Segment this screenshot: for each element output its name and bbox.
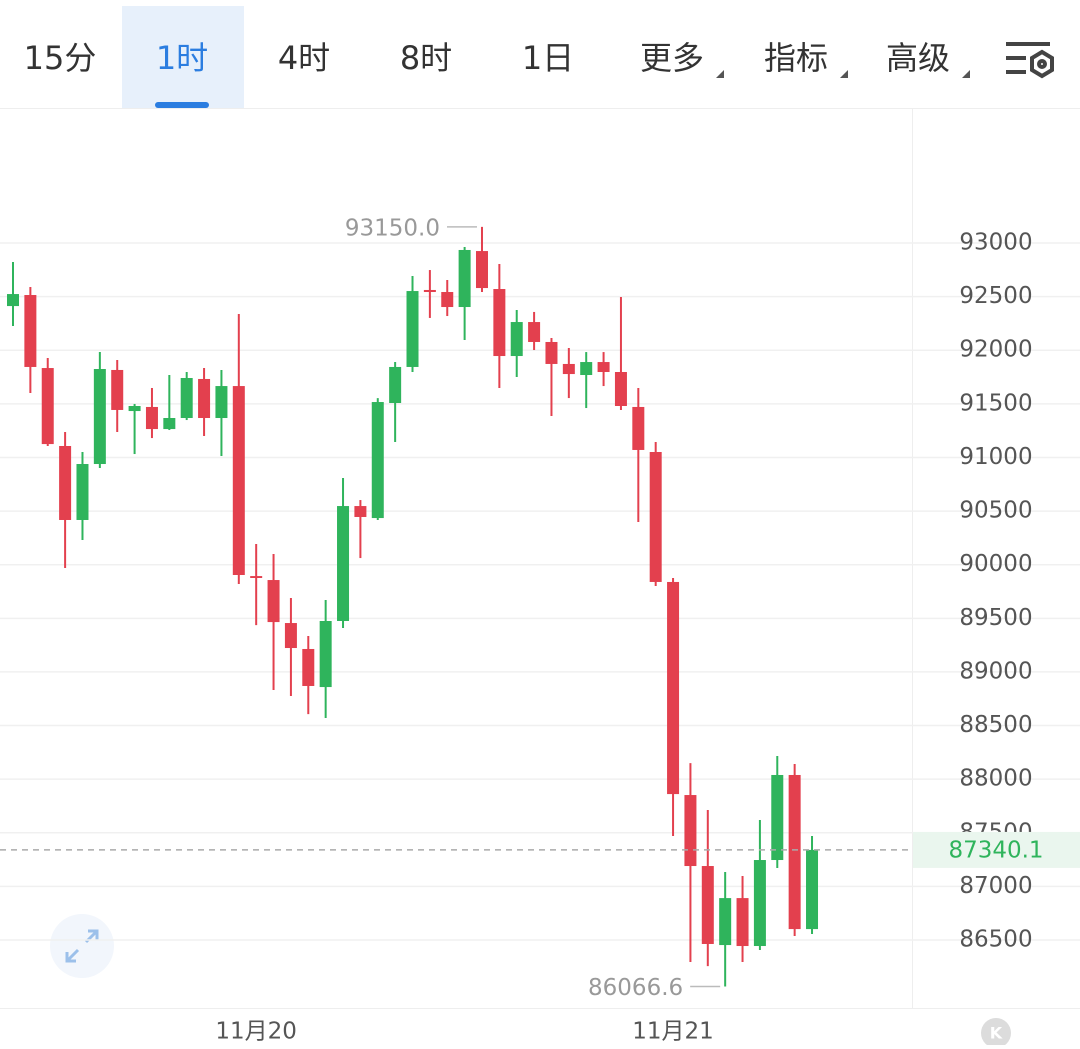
y-tick-label: 87000 xyxy=(959,873,1032,899)
settings-icon[interactable] xyxy=(1006,42,1054,79)
y-tick-label: 88500 xyxy=(959,712,1032,738)
tab-bar: 15分 1时 4时 8时 1日 更多 指标 高级 xyxy=(24,6,970,108)
candle-body xyxy=(180,378,193,419)
tab-label: 1时 xyxy=(156,39,208,77)
candle-body xyxy=(545,341,558,364)
tab-label: 高级 xyxy=(886,39,950,77)
candle-body xyxy=(632,406,645,450)
corner-badge[interactable]: K xyxy=(981,1018,1011,1048)
candle-body xyxy=(684,795,697,867)
tab[interactable]: 4时 xyxy=(278,39,330,77)
candle-body xyxy=(24,295,37,367)
candle-body xyxy=(250,576,263,578)
dropdown-caret xyxy=(840,70,848,78)
last-price-bg xyxy=(913,831,1080,868)
candle-body xyxy=(41,368,54,445)
tab[interactable]: 高级 xyxy=(886,39,970,78)
candle-body xyxy=(423,289,436,293)
candle-body xyxy=(719,898,732,946)
tab[interactable]: 1日 xyxy=(522,39,574,77)
candle-body xyxy=(528,322,541,342)
extreme-marker-label: 86066.6 xyxy=(588,975,683,1001)
candle-body xyxy=(163,418,176,430)
candle-body xyxy=(232,386,245,575)
tab-selected-bg xyxy=(122,6,244,108)
candle-body xyxy=(510,322,523,357)
candle-body xyxy=(59,445,72,520)
candle-body xyxy=(371,402,384,519)
candle-body xyxy=(284,623,297,649)
candle-body xyxy=(753,860,766,947)
candle-body xyxy=(562,363,575,375)
candle-body xyxy=(475,251,488,289)
corner-badge-text: K xyxy=(990,1024,1003,1043)
candle-body xyxy=(111,369,124,410)
y-tick-label: 89000 xyxy=(959,658,1032,684)
candle-body xyxy=(597,362,610,373)
tab-indicator xyxy=(155,102,209,108)
x-tick-label: 11月20 xyxy=(215,1019,297,1045)
tab-label: 4时 xyxy=(278,39,330,77)
y-tick-label: 93000 xyxy=(959,230,1032,256)
expand-icon[interactable] xyxy=(50,914,114,978)
candle-body xyxy=(771,774,784,861)
tab[interactable]: 15分 xyxy=(24,39,97,77)
candle-body xyxy=(354,506,367,517)
candle-body xyxy=(580,362,593,376)
y-tick-label: 86500 xyxy=(959,927,1032,953)
y-tick-label: 90000 xyxy=(959,551,1032,577)
candle-body xyxy=(128,405,141,412)
candle-body xyxy=(7,294,19,307)
candle-body xyxy=(267,580,280,623)
candle-body xyxy=(406,291,419,367)
y-tick-label: 91500 xyxy=(959,390,1032,416)
dropdown-caret xyxy=(962,70,970,78)
candle-body xyxy=(93,369,106,465)
tab[interactable]: 8时 xyxy=(400,39,452,77)
candle-body xyxy=(649,452,662,582)
tab[interactable]: 指标 xyxy=(764,39,848,78)
dropdown-caret xyxy=(716,70,724,78)
y-tick-label: 92000 xyxy=(959,337,1032,363)
tab-label: 1日 xyxy=(522,39,574,77)
y-tick-label: 90500 xyxy=(959,498,1032,524)
candle-body xyxy=(614,372,627,406)
last-price-label: 87340.1 xyxy=(948,837,1043,863)
tab-label: 8时 xyxy=(400,39,452,77)
candle-body xyxy=(198,378,211,419)
candle-body xyxy=(458,249,471,308)
tab-label: 更多 xyxy=(640,39,704,77)
candle-body xyxy=(337,506,350,621)
candle-body xyxy=(389,366,402,403)
y-tick-label: 89500 xyxy=(959,605,1032,631)
candle-body xyxy=(441,292,454,308)
candle-body xyxy=(806,849,819,930)
candle-body xyxy=(736,898,749,947)
y-tick-label: 92500 xyxy=(959,283,1032,309)
extreme-marker-label: 93150.0 xyxy=(345,215,440,241)
tab-label: 15分 xyxy=(24,39,97,77)
candle-body xyxy=(76,464,89,520)
y-tick-label: 88000 xyxy=(959,766,1032,792)
x-tick-label: 11月21 xyxy=(632,1019,714,1045)
plot: 8650087000875008800088500890008950090000… xyxy=(0,215,1080,1045)
candle-body xyxy=(302,648,315,686)
candle-body xyxy=(493,289,506,357)
tab[interactable]: 1时 xyxy=(156,39,208,77)
candle-body xyxy=(701,866,714,944)
candle-body xyxy=(319,620,332,688)
candle-body xyxy=(215,386,228,419)
candle-body xyxy=(667,581,680,795)
candle-body xyxy=(788,774,801,930)
tab-label: 指标 xyxy=(764,39,828,77)
candle-body xyxy=(145,406,158,430)
tab[interactable]: 更多 xyxy=(640,39,724,78)
y-tick-label: 91000 xyxy=(959,444,1032,470)
